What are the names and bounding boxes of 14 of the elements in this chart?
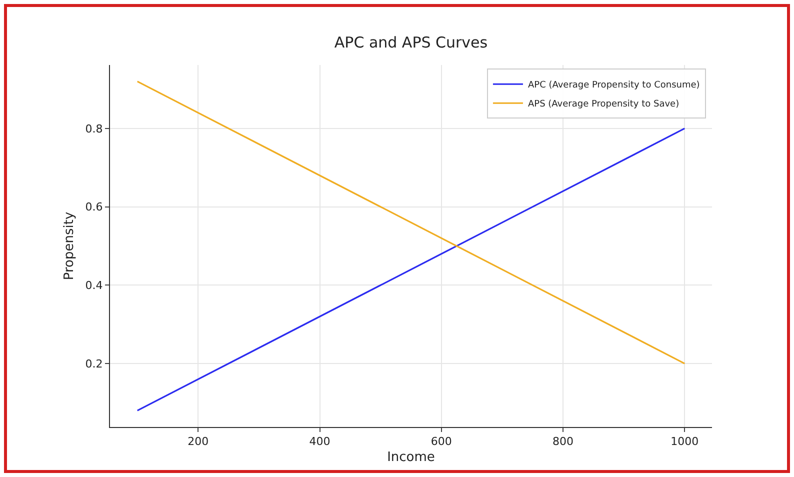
- x-tick-label: 1000: [670, 435, 699, 448]
- y-tick-label: 0.2: [85, 357, 103, 370]
- legend-label: APC (Average Propensity to Consume): [528, 80, 700, 91]
- x-axis-title: Income: [387, 450, 435, 465]
- x-tick-label: 600: [430, 435, 452, 448]
- chart-title: APC and APS Curves: [334, 34, 488, 52]
- y-axis-title: Propensity: [62, 212, 78, 280]
- x-tick-label: 200: [188, 435, 209, 448]
- y-tick-label: 0.8: [85, 122, 103, 136]
- y-tick-label: 0.6: [85, 200, 103, 214]
- legend-label: APS (Average Propensity to Save): [528, 100, 680, 110]
- x-tick-label: 400: [309, 435, 330, 448]
- x-tick-label: 800: [552, 435, 574, 448]
- y-tick-label: 0.4: [85, 279, 103, 292]
